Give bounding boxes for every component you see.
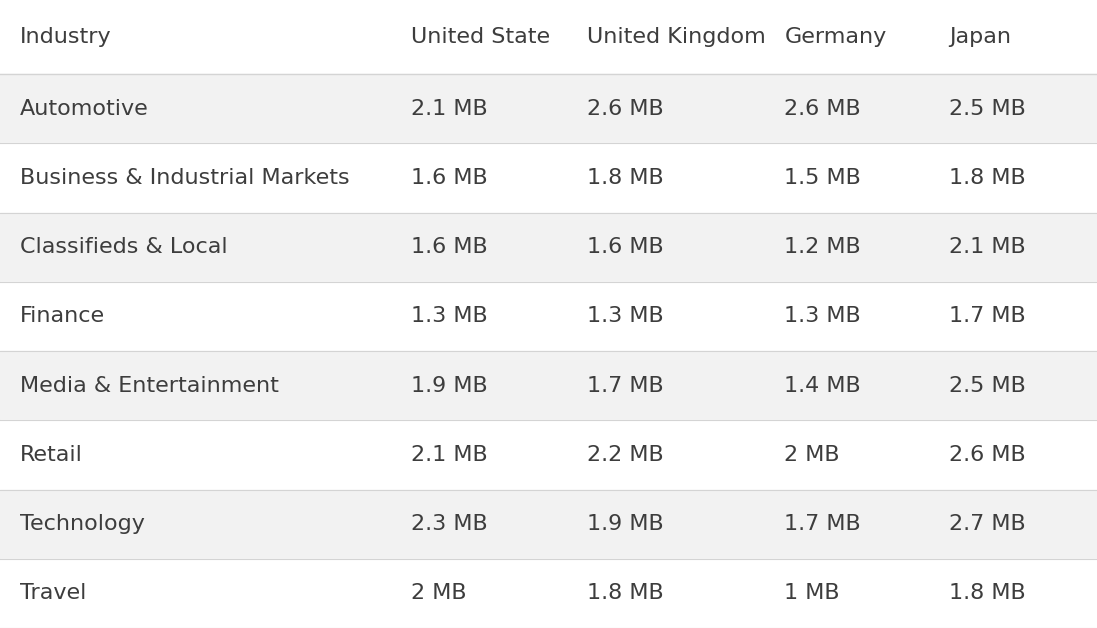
- Text: 1.8 MB: 1.8 MB: [949, 583, 1026, 604]
- Text: 2.6 MB: 2.6 MB: [784, 99, 861, 119]
- Bar: [0, 212, 1097, 282]
- Text: 1.9 MB: 1.9 MB: [411, 376, 488, 396]
- Text: 1.7 MB: 1.7 MB: [587, 376, 664, 396]
- Text: 2.7 MB: 2.7 MB: [949, 514, 1026, 534]
- Bar: [0, 559, 1097, 628]
- Text: 2.3 MB: 2.3 MB: [411, 514, 488, 534]
- Text: 2.2 MB: 2.2 MB: [587, 445, 664, 465]
- Text: 1.6 MB: 1.6 MB: [587, 237, 664, 257]
- Text: 2.1 MB: 2.1 MB: [411, 445, 488, 465]
- Text: 2.5 MB: 2.5 MB: [949, 376, 1026, 396]
- Text: Germany: Germany: [784, 27, 886, 47]
- Text: 2.6 MB: 2.6 MB: [587, 99, 664, 119]
- Text: Media & Entertainment: Media & Entertainment: [20, 376, 279, 396]
- Text: Automotive: Automotive: [20, 99, 148, 119]
- Text: 1.8 MB: 1.8 MB: [949, 168, 1026, 188]
- Bar: [0, 282, 1097, 351]
- Text: Travel: Travel: [20, 583, 87, 604]
- Text: 1.6 MB: 1.6 MB: [411, 237, 488, 257]
- Text: 1.9 MB: 1.9 MB: [587, 514, 664, 534]
- Bar: [0, 490, 1097, 559]
- Text: 1.3 MB: 1.3 MB: [587, 306, 664, 327]
- Text: 2.1 MB: 2.1 MB: [949, 237, 1026, 257]
- Bar: [0, 0, 1097, 74]
- Text: Business & Industrial Markets: Business & Industrial Markets: [20, 168, 349, 188]
- Text: Japan: Japan: [949, 27, 1011, 47]
- Text: 1 MB: 1 MB: [784, 583, 840, 604]
- Text: 2 MB: 2 MB: [784, 445, 840, 465]
- Text: Classifieds & Local: Classifieds & Local: [20, 237, 227, 257]
- Text: 1.7 MB: 1.7 MB: [784, 514, 861, 534]
- Text: 1.2 MB: 1.2 MB: [784, 237, 861, 257]
- Text: Technology: Technology: [20, 514, 145, 534]
- Text: United State: United State: [411, 27, 551, 47]
- Text: Industry: Industry: [20, 27, 112, 47]
- Text: 1.6 MB: 1.6 MB: [411, 168, 488, 188]
- Text: 2.5 MB: 2.5 MB: [949, 99, 1026, 119]
- Bar: [0, 143, 1097, 212]
- Text: 1.8 MB: 1.8 MB: [587, 168, 664, 188]
- Text: 2 MB: 2 MB: [411, 583, 467, 604]
- Bar: [0, 351, 1097, 420]
- Text: 1.3 MB: 1.3 MB: [411, 306, 488, 327]
- Bar: [0, 420, 1097, 490]
- Text: Finance: Finance: [20, 306, 105, 327]
- Text: 1.5 MB: 1.5 MB: [784, 168, 861, 188]
- Text: 1.3 MB: 1.3 MB: [784, 306, 861, 327]
- Text: 1.8 MB: 1.8 MB: [587, 583, 664, 604]
- Bar: [0, 74, 1097, 143]
- Text: Retail: Retail: [20, 445, 82, 465]
- Text: 2.1 MB: 2.1 MB: [411, 99, 488, 119]
- Text: 1.4 MB: 1.4 MB: [784, 376, 861, 396]
- Text: 2.6 MB: 2.6 MB: [949, 445, 1026, 465]
- Text: United Kingdom: United Kingdom: [587, 27, 766, 47]
- Text: 1.7 MB: 1.7 MB: [949, 306, 1026, 327]
